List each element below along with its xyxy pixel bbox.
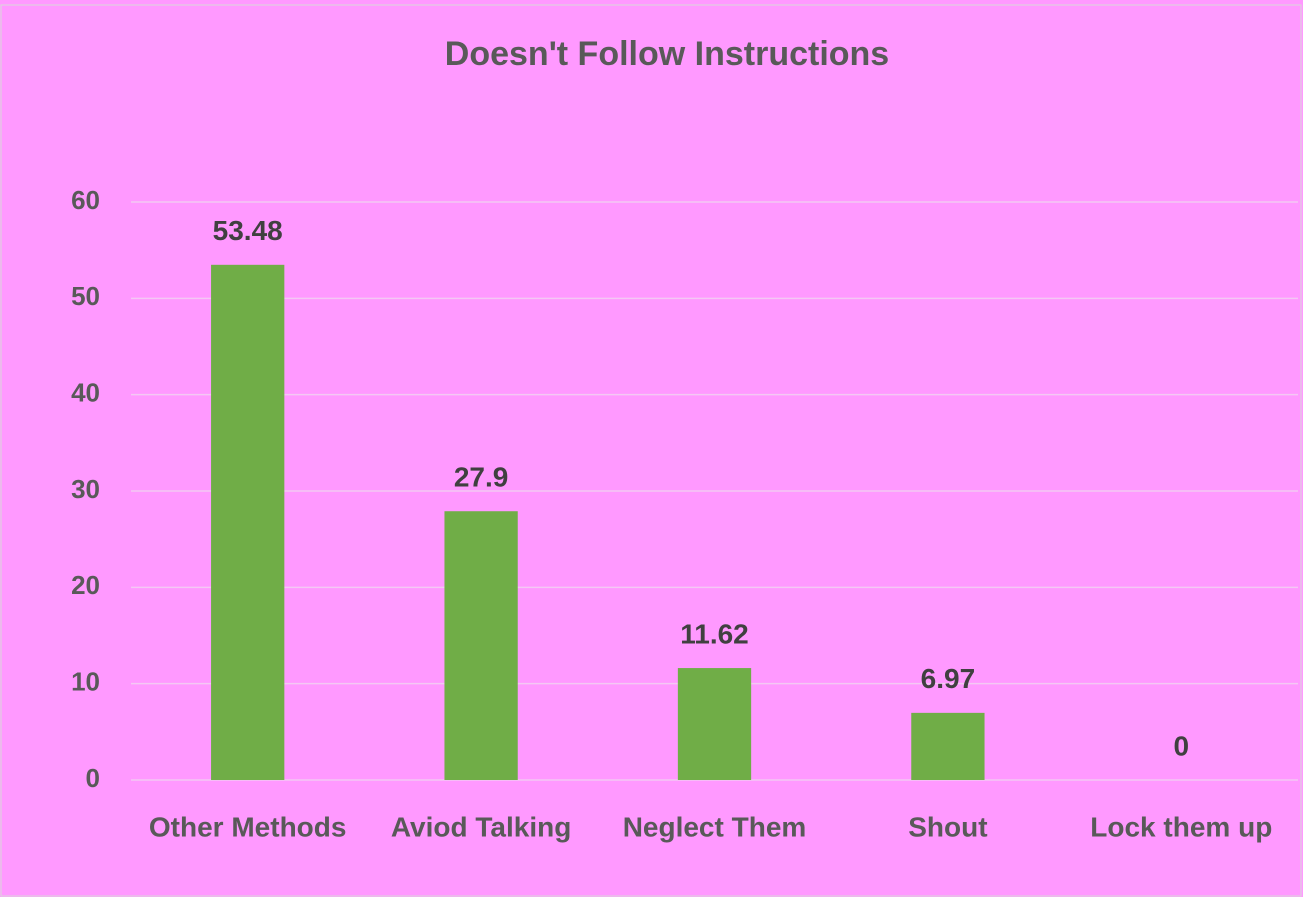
bar	[444, 511, 518, 780]
y-tick-label: 60	[71, 185, 100, 215]
y-tick-label: 50	[71, 281, 100, 311]
value-label: 27.9	[454, 462, 509, 493]
y-tick-label: 30	[71, 474, 100, 504]
value-label: 6.97	[921, 663, 976, 694]
x-tick-label: Aviod Talking	[391, 811, 571, 842]
x-tick-label: Shout	[908, 811, 987, 842]
value-label: 53.48	[213, 215, 283, 246]
y-tick-label: 40	[71, 378, 100, 408]
bar	[211, 264, 285, 780]
y-tick-label: 20	[71, 570, 100, 600]
x-tick-label: Neglect Them	[623, 811, 807, 842]
y-tick-label: 0	[86, 763, 100, 793]
x-tick-label: Other Methods	[149, 811, 347, 842]
chart-border	[0, 4, 1302, 897]
bar	[911, 712, 985, 780]
y-tick-label: 10	[71, 667, 100, 697]
bar	[677, 668, 752, 780]
value-label: 0	[1174, 730, 1190, 761]
x-tick-label: Lock them up	[1090, 811, 1272, 842]
value-label: 11.62	[680, 618, 749, 649]
chart-title: Doesn't Follow Instructions	[445, 35, 889, 73]
